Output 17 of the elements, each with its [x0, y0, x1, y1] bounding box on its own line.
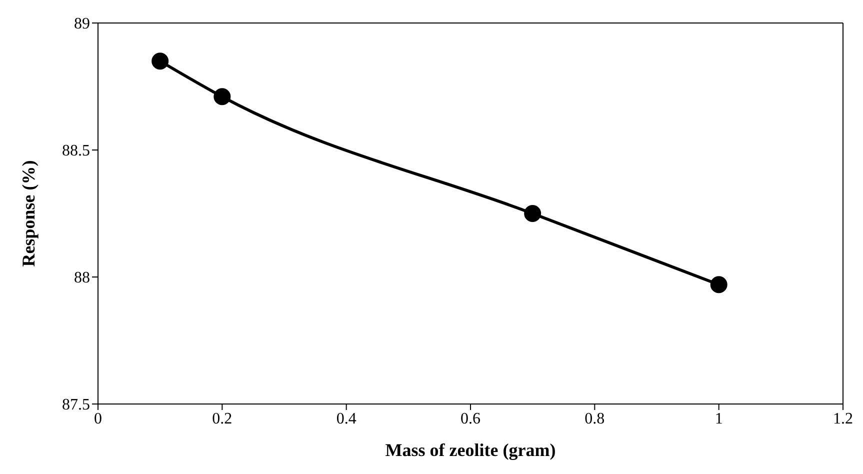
x-tick-label: 0.8 [584, 410, 605, 428]
x-tick-label: 1.2 [833, 410, 853, 428]
point [524, 205, 542, 222]
y-tick-label: 88.5 [62, 142, 90, 160]
x-tick-label: 0 [94, 410, 102, 428]
y-tick-label: 87.5 [62, 396, 90, 414]
x-tick-label: 0.6 [460, 410, 480, 428]
point [152, 52, 169, 70]
y-tick-label: 89 [74, 16, 90, 33]
x-tick-label: 0.4 [336, 410, 356, 428]
point [214, 88, 231, 106]
point [710, 276, 728, 294]
y-tick-label: 88 [74, 270, 90, 287]
x-axis-title: Mass of zeolite (gram) [385, 440, 556, 460]
x-tick-label: 1 [714, 410, 723, 428]
x-tick-label: 0.2 [212, 410, 232, 428]
y-axis-title: Response (%) [18, 160, 38, 267]
